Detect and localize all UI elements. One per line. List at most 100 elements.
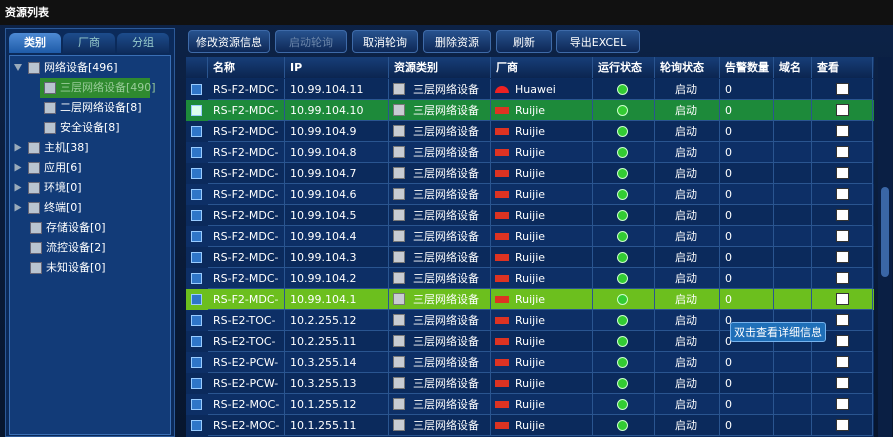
column-header[interactable]: IP <box>285 57 389 78</box>
tab[interactable]: 分组 <box>117 33 169 53</box>
table-row[interactable] <box>186 289 874 310</box>
cell-status <box>593 247 655 268</box>
checkbox[interactable] <box>191 147 202 158</box>
scrollbar[interactable] <box>878 57 892 437</box>
tree-expander[interactable] <box>14 183 22 192</box>
checkbox[interactable] <box>191 294 202 305</box>
cell-status <box>593 79 655 100</box>
checkbox[interactable] <box>191 315 202 326</box>
view-button[interactable] <box>836 377 849 389</box>
view-button[interactable] <box>836 146 849 158</box>
table-row[interactable] <box>186 205 874 226</box>
checkbox[interactable] <box>191 126 202 137</box>
view-button[interactable] <box>836 356 849 368</box>
column-header[interactable]: 查看 <box>812 57 873 78</box>
tree-expander[interactable] <box>14 203 22 212</box>
view-button[interactable] <box>836 335 849 347</box>
view-button[interactable] <box>836 293 849 305</box>
table-row[interactable] <box>186 142 874 163</box>
cell-4: 启动 <box>655 373 720 394</box>
checkbox[interactable] <box>191 231 202 242</box>
cell-2: 三层网络设备 <box>389 373 491 394</box>
checkbox[interactable] <box>191 399 202 410</box>
toolbar-button[interactable]: 刷新 <box>496 30 552 53</box>
toolbar-button[interactable]: 导出EXCEL <box>556 30 640 53</box>
view-button[interactable] <box>836 272 849 284</box>
scroll-thumb[interactable] <box>881 187 889 277</box>
tree-item[interactable]: 存储设备[0] <box>46 221 106 234</box>
table-row[interactable] <box>186 394 874 415</box>
view-button[interactable] <box>836 125 849 137</box>
tab[interactable]: 类别 <box>9 33 61 53</box>
checkbox[interactable] <box>191 357 202 368</box>
cell-0: RS-E2-MOC- <box>208 415 285 436</box>
column-header[interactable]: 告警数量 <box>720 57 774 78</box>
column-header[interactable]: 域名 <box>774 57 812 78</box>
tree-item[interactable]: 终端[0] <box>44 201 82 214</box>
table-row[interactable] <box>186 163 874 184</box>
tree-expander[interactable] <box>14 143 22 152</box>
table-row[interactable] <box>186 100 874 121</box>
table-row[interactable] <box>186 415 874 436</box>
column-header[interactable]: 轮询状态 <box>655 57 720 78</box>
view-button[interactable] <box>836 251 849 263</box>
view-button[interactable] <box>836 230 849 242</box>
checkbox[interactable] <box>191 210 202 221</box>
table-row[interactable] <box>186 79 874 100</box>
column-header[interactable]: 资源类别 <box>389 57 491 78</box>
column-header[interactable]: 运行状态 <box>593 57 655 78</box>
tree-item[interactable]: 未知设备[0] <box>46 261 106 274</box>
tree-item[interactable]: 主机[38] <box>44 141 89 154</box>
table-row[interactable] <box>186 268 874 289</box>
column-header[interactable]: 名称 <box>208 57 285 78</box>
status-icon <box>617 252 628 263</box>
checkbox[interactable] <box>191 189 202 200</box>
view-button[interactable] <box>836 314 849 326</box>
view-button[interactable] <box>836 188 849 200</box>
tree-expander[interactable] <box>14 64 22 71</box>
view-button[interactable] <box>836 209 849 221</box>
checkbox[interactable] <box>191 252 202 263</box>
checkbox[interactable] <box>191 336 202 347</box>
window-title: 资源列表 <box>0 0 893 25</box>
cell-domain <box>774 100 812 121</box>
table-row[interactable] <box>186 121 874 142</box>
toolbar-button[interactable]: 修改资源信息 <box>188 30 270 53</box>
checkbox[interactable] <box>191 273 202 284</box>
table-row[interactable] <box>186 226 874 247</box>
checkbox[interactable] <box>191 105 202 116</box>
view-button[interactable] <box>836 167 849 179</box>
tree-item[interactable]: 环境[0] <box>44 181 82 194</box>
tree-item[interactable]: 网络设备[496] <box>44 61 118 74</box>
tree-expander[interactable] <box>14 163 22 172</box>
view-button[interactable] <box>836 398 849 410</box>
table-row[interactable] <box>186 352 874 373</box>
table-row[interactable] <box>186 331 874 352</box>
checkbox[interactable] <box>191 420 202 431</box>
checkbox[interactable] <box>191 168 202 179</box>
table-row[interactable] <box>186 247 874 268</box>
view-button[interactable] <box>836 104 849 116</box>
tree-item[interactable]: 安全设备[8] <box>60 121 120 134</box>
cell-3: Ruijie <box>491 415 593 436</box>
cell-domain <box>774 352 812 373</box>
toolbar-button[interactable]: 删除资源 <box>423 30 491 53</box>
checkbox[interactable] <box>191 84 202 95</box>
tab[interactable]: 厂商 <box>63 33 115 53</box>
table-row[interactable] <box>186 310 874 331</box>
tree-item[interactable]: 应用[6] <box>44 161 82 174</box>
table-row[interactable] <box>186 184 874 205</box>
checkbox[interactable] <box>191 378 202 389</box>
view-button[interactable] <box>836 83 849 95</box>
toolbar-button[interactable]: 取消轮询 <box>352 30 418 53</box>
column-header[interactable]: 厂商 <box>491 57 593 78</box>
tree-item[interactable]: 二层网络设备[8] <box>60 101 142 114</box>
cell-status <box>593 163 655 184</box>
cell-2: 三层网络设备 <box>389 142 491 163</box>
tree-item[interactable]: 三层网络设备[490] <box>60 81 156 94</box>
category-icon <box>393 209 405 221</box>
tree-item[interactable]: 流控设备[2] <box>46 241 106 254</box>
table-row[interactable] <box>186 373 874 394</box>
cell-0: RS-F2-MDC- <box>208 247 285 268</box>
view-button[interactable] <box>836 419 849 431</box>
